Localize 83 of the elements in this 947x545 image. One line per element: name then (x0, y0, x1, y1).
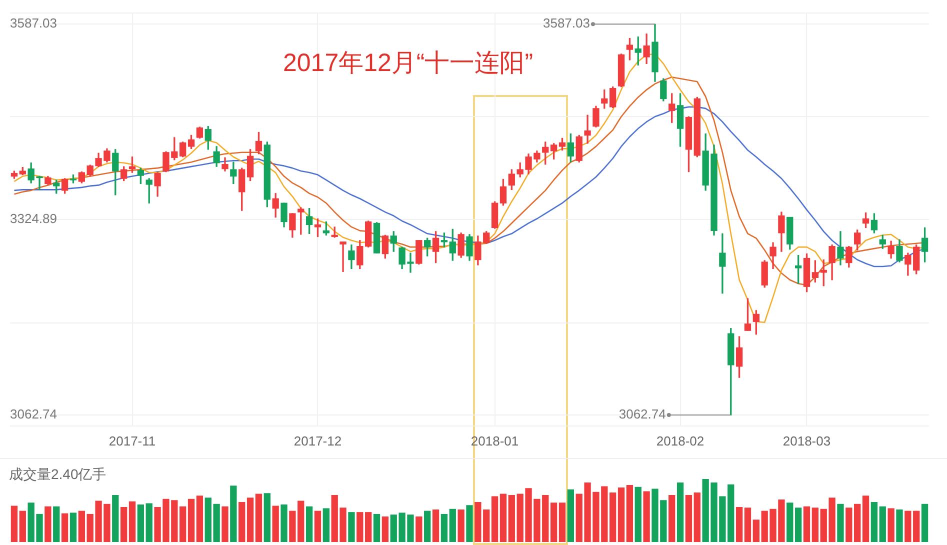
bar (146, 503, 152, 542)
bar (643, 491, 650, 542)
bar (752, 520, 760, 542)
bar (246, 498, 254, 542)
bar (264, 493, 270, 542)
bar (567, 489, 574, 542)
bar (306, 506, 313, 542)
bar (382, 516, 389, 542)
bar (373, 514, 380, 542)
bar (888, 508, 894, 542)
bar (272, 506, 279, 542)
bar (356, 512, 364, 542)
bar (120, 507, 128, 542)
bar (10, 506, 18, 542)
bar (314, 510, 322, 542)
bar (786, 502, 794, 542)
bar (466, 505, 473, 542)
candlestick (719, 233, 726, 294)
bar (870, 502, 878, 542)
bar (416, 516, 422, 542)
candlestick (340, 242, 346, 272)
bar (626, 484, 634, 542)
bar (222, 506, 228, 542)
bar (70, 512, 77, 542)
x-tick-label: 2018-03 (782, 433, 831, 448)
bar (280, 504, 288, 542)
bar (19, 510, 26, 542)
bar (61, 513, 68, 542)
chart-title: 成交量2.40亿手 (9, 466, 106, 484)
candlestick (584, 114, 591, 144)
bar (137, 504, 144, 542)
y-tick-label: 3587.03 (10, 16, 57, 31)
bar (128, 501, 136, 542)
bar (694, 492, 700, 542)
bar (921, 504, 928, 542)
bar (837, 504, 844, 542)
bar (238, 502, 246, 542)
bar (255, 494, 262, 542)
bar (458, 510, 464, 542)
bar (440, 514, 448, 542)
bar (322, 508, 330, 542)
bar (736, 507, 743, 542)
bar (550, 502, 558, 542)
bar (188, 498, 195, 542)
x-tick-label: 2017-12 (294, 433, 342, 448)
text: 2017年12月“十一连阳” (283, 48, 534, 79)
bar (78, 510, 85, 542)
bar (500, 494, 507, 542)
x-tick-label: 2017-11 (108, 433, 156, 448)
bar (491, 496, 498, 542)
bar (449, 508, 456, 542)
bar (803, 506, 810, 542)
bar (424, 510, 431, 542)
bar (364, 512, 372, 542)
bar (862, 496, 870, 542)
bar (112, 495, 119, 542)
bar (348, 512, 355, 542)
bar (896, 510, 903, 542)
bar (668, 495, 676, 542)
bar (44, 506, 52, 542)
bar (53, 506, 60, 542)
bar (196, 496, 204, 542)
bar (634, 486, 642, 542)
y-tick-label: 3324.89 (10, 211, 57, 226)
annotation: 3587.03 (542, 16, 590, 31)
bar (676, 482, 684, 542)
bar (685, 495, 692, 542)
bar (180, 506, 186, 542)
bar (610, 492, 616, 542)
bar (230, 486, 237, 542)
bar (854, 504, 861, 542)
bar (618, 487, 625, 542)
bar (794, 508, 802, 542)
y-tick-label: 3062.74 (10, 406, 57, 422)
bar (432, 510, 440, 542)
bar (744, 508, 752, 542)
bar (558, 502, 566, 542)
bar (508, 495, 515, 542)
bar (879, 506, 886, 542)
annotation: 3062.74 (618, 406, 666, 422)
x-tick-label: 2018-02 (656, 433, 704, 448)
bar (812, 508, 819, 542)
bar (846, 508, 852, 542)
